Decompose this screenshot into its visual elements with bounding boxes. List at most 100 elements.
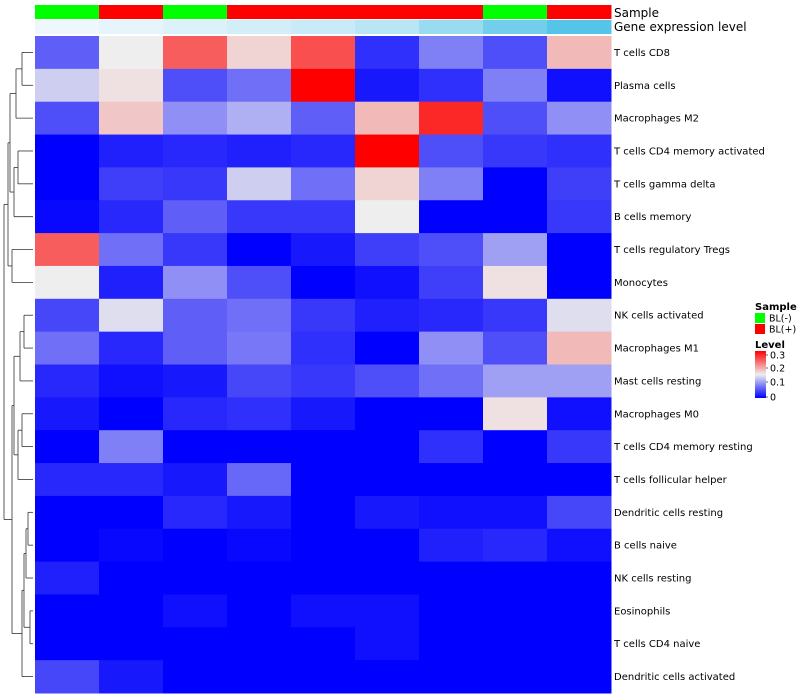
heatmap-cell	[355, 200, 420, 234]
row-label: T cells CD4 memory resting	[613, 442, 753, 453]
heatmap-cell	[355, 265, 420, 300]
heatmap-cell	[355, 364, 420, 398]
heatmap-cell	[291, 331, 356, 365]
heatmap-cell	[483, 298, 548, 333]
row-label: Macrophages M1	[614, 344, 699, 355]
heatmap-cell	[35, 495, 100, 530]
heatmap-cell	[163, 265, 228, 300]
expression-annotation-cell	[99, 20, 164, 34]
heatmap-cell	[163, 528, 228, 563]
heatmap-cell	[547, 627, 612, 661]
heatmap-cell	[99, 561, 164, 595]
expression-annotation-cell	[291, 20, 356, 34]
heatmap-cell	[99, 68, 164, 103]
heatmap-cell	[227, 463, 292, 497]
heatmap-cell	[547, 298, 612, 333]
sample-annotation-cell	[99, 5, 164, 19]
heatmap-cell	[483, 200, 548, 234]
level-legend-tick-label: 0.1	[770, 378, 785, 389]
expression-annotation-cell	[419, 20, 484, 34]
heatmap-cell	[99, 463, 164, 497]
heatmap-cell	[355, 331, 420, 365]
heatmap-cell	[99, 364, 164, 398]
heatmap-cell	[227, 331, 292, 365]
heatmap-cell	[35, 68, 100, 103]
heatmap-cell	[35, 364, 100, 398]
row-label: T cells gamma delta	[613, 179, 715, 190]
heatmap-cell	[291, 233, 356, 267]
heatmap-cell	[355, 594, 420, 628]
heatmap-cell	[483, 331, 548, 365]
row-label: B cells memory	[614, 212, 691, 223]
heatmap-cell	[419, 364, 484, 398]
heatmap-cell	[227, 68, 292, 103]
sample-annotation-cell	[291, 5, 356, 19]
heatmap-cell	[35, 167, 100, 201]
heatmap-cell	[355, 298, 420, 333]
heatmap-cell	[35, 233, 100, 267]
heatmap-cell	[163, 331, 228, 365]
heatmap-cell	[291, 463, 356, 497]
heatmap-cell	[163, 495, 228, 530]
heatmap-cell	[227, 430, 292, 464]
heatmap-cell	[419, 36, 484, 70]
heatmap-cell	[291, 167, 356, 201]
row-label: Dendritic cells resting	[614, 508, 723, 519]
heatmap-cell	[227, 495, 292, 530]
heatmap-cell	[35, 298, 100, 333]
heatmap-cell	[163, 594, 228, 628]
row-label: Dendritic cells activated	[614, 672, 735, 683]
sample-annotation-cell	[483, 5, 548, 19]
expression-track-label: Gene expression level	[614, 20, 747, 34]
expression-annotation-cell	[35, 20, 100, 34]
heatmap-cell	[163, 561, 228, 595]
heatmap-cell	[355, 463, 420, 497]
expression-annotation-cell	[483, 20, 548, 34]
heatmap-cell	[355, 167, 420, 201]
row-label: Macrophages M2	[614, 114, 699, 125]
heatmap-cell	[483, 397, 548, 431]
heatmap-cell	[99, 594, 164, 628]
heatmap-cell	[163, 364, 228, 398]
heatmap-cell	[483, 68, 548, 103]
heatmap-cell	[419, 331, 484, 365]
heatmap-cell	[99, 134, 164, 168]
heatmap-cell	[163, 68, 228, 103]
sample-track-label: Sample	[614, 6, 659, 20]
level-legend-tick-label: 0.3	[770, 351, 785, 362]
heatmap-cell	[355, 528, 420, 563]
heatmap-cell	[355, 561, 420, 595]
heatmap-cell	[483, 265, 548, 300]
heatmap-cell	[99, 36, 164, 70]
heatmap-cell	[291, 660, 356, 694]
heatmap-cell	[99, 331, 164, 365]
heatmap-cell	[163, 397, 228, 431]
heatmap-cell	[291, 265, 356, 300]
heatmap-cell	[483, 561, 548, 595]
heatmap-cell	[163, 298, 228, 333]
heatmap-cell	[547, 265, 612, 300]
heatmap-cell	[227, 627, 292, 661]
heatmap-cell	[483, 594, 548, 628]
sample-annotation-cell	[227, 5, 292, 19]
heatmap-cell	[547, 331, 612, 365]
heatmap-cell	[163, 463, 228, 497]
heatmap-cell	[35, 134, 100, 168]
row-label: T cells regulatory Tregs	[613, 245, 730, 256]
heatmap-cell	[291, 200, 356, 234]
heatmap-cell	[227, 101, 292, 136]
heatmap-cell	[355, 627, 420, 661]
heatmap-cell	[547, 660, 612, 694]
level-legend-tick-label: 0	[770, 393, 776, 404]
heatmap-cell	[419, 430, 484, 464]
row-label: Plasma cells	[614, 81, 676, 92]
heatmap-cell	[227, 660, 292, 694]
heatmap-cell	[291, 298, 356, 333]
heatmap-cell	[99, 397, 164, 431]
heatmap-cell	[291, 430, 356, 464]
row-label: NK cells activated	[614, 311, 704, 322]
heatmap-cell	[163, 430, 228, 464]
expression-annotation-cell	[355, 20, 420, 34]
heatmap-cell	[483, 627, 548, 661]
